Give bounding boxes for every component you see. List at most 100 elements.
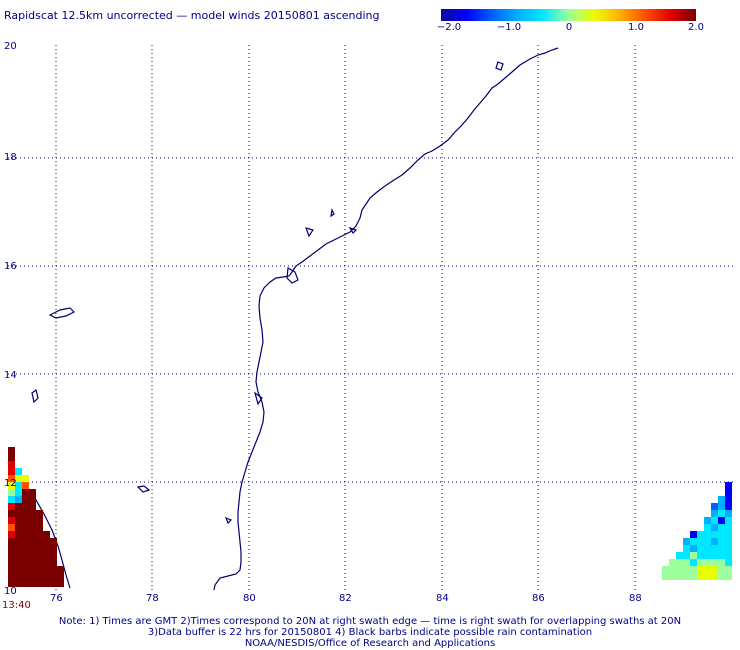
wind-cell xyxy=(676,573,683,580)
wind-cell xyxy=(22,496,29,503)
wind-cell xyxy=(22,510,29,517)
wind-cell xyxy=(8,580,15,587)
wind-cell xyxy=(29,503,36,510)
coastline-west-lake-1 xyxy=(48,307,76,319)
wind-cell xyxy=(8,503,15,510)
wind-cell xyxy=(8,573,15,580)
wind-cell xyxy=(36,559,43,566)
wind-cell xyxy=(718,503,725,510)
wind-cell xyxy=(676,566,683,573)
wind-cell xyxy=(704,524,711,531)
wind-cell xyxy=(711,573,718,580)
wind-cell xyxy=(711,524,718,531)
wind-cell xyxy=(36,510,43,517)
wind-cell xyxy=(676,559,683,566)
wind-cell xyxy=(718,524,725,531)
wind-cell xyxy=(57,566,64,573)
wind-cell xyxy=(8,447,15,454)
wind-cell xyxy=(15,538,22,545)
wind-cell xyxy=(697,552,704,559)
wind-cell xyxy=(43,531,50,538)
wind-cell xyxy=(8,538,15,545)
wind-cell xyxy=(36,552,43,559)
wind-cell xyxy=(725,482,732,489)
wind-cell xyxy=(15,573,22,580)
wind-cell xyxy=(8,524,15,531)
wind-cell xyxy=(29,538,36,545)
footnote-line-2: 3)Data buffer is 22 hrs for 20150801 4) … xyxy=(147,627,593,638)
wind-cell xyxy=(50,545,57,552)
wind-cell xyxy=(15,517,22,524)
wind-cell xyxy=(704,566,711,573)
lon-label-86: 86 xyxy=(532,593,545,604)
coastline-island-4 xyxy=(305,227,314,238)
wind-cell xyxy=(704,538,711,545)
wind-cell xyxy=(15,524,22,531)
wind-cell xyxy=(8,454,15,461)
wind-cell xyxy=(718,531,725,538)
wind-cell xyxy=(725,489,732,496)
wind-cell xyxy=(8,475,15,482)
colorbar-label-neg: −1.0 xyxy=(496,22,522,33)
wind-cell xyxy=(8,461,15,468)
wind-cell xyxy=(22,524,29,531)
wind-cell xyxy=(697,538,704,545)
coastline-island-2 xyxy=(330,208,335,218)
wind-cell xyxy=(22,517,29,524)
lon-label-84: 84 xyxy=(436,593,449,604)
wind-cell xyxy=(15,580,22,587)
wind-cell xyxy=(50,538,57,545)
wind-cell xyxy=(718,496,725,503)
wind-cell xyxy=(43,580,50,587)
wind-cell xyxy=(36,524,43,531)
wind-cell xyxy=(697,559,704,566)
wind-cell xyxy=(22,538,29,545)
lat-label-18: 18 xyxy=(4,152,17,163)
wind-cell xyxy=(22,475,29,482)
wind-cell xyxy=(15,468,22,475)
wind-cell xyxy=(50,552,57,559)
wind-cell xyxy=(57,573,64,580)
wind-cell xyxy=(725,545,732,552)
wind-cell xyxy=(725,552,732,559)
wind-cell xyxy=(718,552,725,559)
wind-cell xyxy=(50,559,57,566)
coastline-west-lake-3 xyxy=(136,485,151,493)
coastline-island-6 xyxy=(224,516,233,525)
grid-lines xyxy=(8,45,735,590)
wind-cell xyxy=(29,545,36,552)
wind-cell xyxy=(36,538,43,545)
wind-cell xyxy=(8,489,15,496)
map-title: Rapidscat 12.5km uncorrected — model win… xyxy=(4,9,380,22)
wind-cell xyxy=(22,552,29,559)
wind-cell xyxy=(8,531,15,538)
wind-cell xyxy=(690,531,697,538)
wind-cell xyxy=(690,559,697,566)
wind-cell xyxy=(711,531,718,538)
wind-cell xyxy=(683,573,690,580)
wind-cell xyxy=(15,552,22,559)
lon-label-78: 78 xyxy=(146,593,159,604)
wind-cell xyxy=(15,489,22,496)
wind-cell xyxy=(711,517,718,524)
wind-cell xyxy=(29,573,36,580)
wind-swath-right xyxy=(662,482,732,580)
wind-cell xyxy=(725,524,732,531)
wind-cell xyxy=(29,524,36,531)
wind-cell xyxy=(704,545,711,552)
wind-cell xyxy=(690,573,697,580)
wind-cell xyxy=(704,559,711,566)
wind-cell xyxy=(683,538,690,545)
wind-cell xyxy=(15,531,22,538)
wind-cell xyxy=(29,496,36,503)
wind-cell xyxy=(43,552,50,559)
wind-cell xyxy=(711,552,718,559)
wind-cell xyxy=(29,552,36,559)
wind-cell xyxy=(725,538,732,545)
wind-cell xyxy=(8,496,15,503)
wind-cell xyxy=(704,573,711,580)
wind-cell xyxy=(36,545,43,552)
colorbar-label-max: 2.0 xyxy=(688,22,704,33)
lat-label-14: 14 xyxy=(4,370,17,381)
